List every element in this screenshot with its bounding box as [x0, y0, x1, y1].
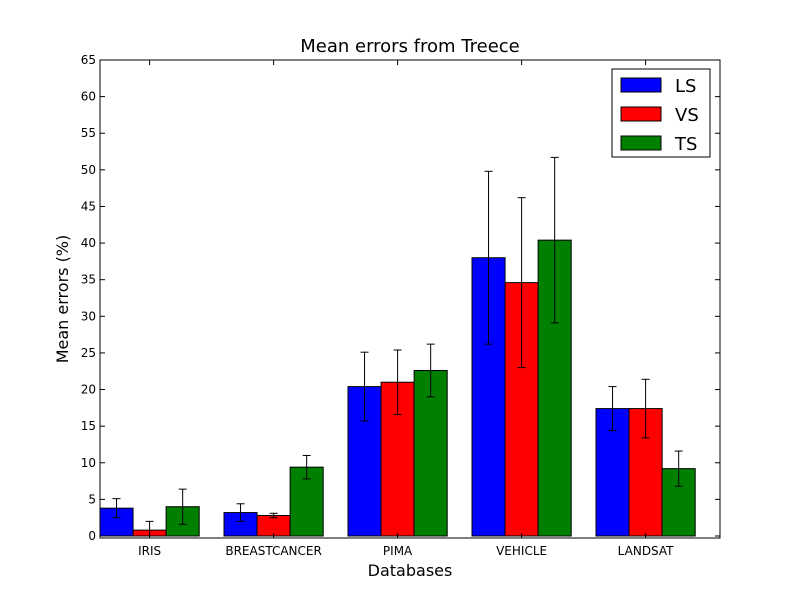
chart-title: Mean errors from Treece	[300, 36, 520, 57]
y-tick-label: 55	[81, 126, 96, 140]
y-tick-label: 45	[81, 199, 96, 213]
x-tick-label: PIMA	[383, 544, 413, 558]
bars-layer	[99, 156, 696, 537]
plot-area-frame	[99, 59, 721, 539]
legend-label-vs: VS	[675, 105, 699, 126]
legend-swatch-vs	[620, 106, 662, 122]
legend: LS VS TS	[611, 68, 711, 158]
y-tick-label: 40	[81, 236, 96, 250]
x-tick-label: VEHICLE	[496, 544, 547, 558]
legend-swatch-ls	[620, 77, 662, 93]
legend-swatch-ts	[620, 135, 662, 151]
bar-vs-breastcancer	[256, 514, 291, 537]
y-tick-label: 15	[81, 419, 96, 433]
x-tick-label: LANDSAT	[618, 544, 675, 558]
x-axis-label: Databases	[368, 561, 453, 580]
y-tick-label: 30	[81, 309, 96, 323]
y-tick-label: 25	[81, 346, 96, 360]
y-tick-label: 20	[81, 383, 96, 397]
x-tick-label: IRIS	[138, 544, 161, 558]
y-tick-label: 10	[81, 456, 96, 470]
y-tick-label: 65	[81, 53, 96, 67]
ticks-layer: 0 5 10 15 20 25 30 35 40 45 50 55 60 65 IRIS BREASTCANC…	[81, 53, 720, 558]
y-tick-label: 60	[81, 90, 96, 104]
y-tick-label: 35	[81, 273, 96, 287]
x-tick-label: BREASTCANCER	[225, 544, 321, 558]
y-axis-label: Mean errors (%)	[53, 235, 72, 364]
legend-label-ls: LS	[675, 76, 696, 97]
y-tick-label: 5	[88, 492, 96, 506]
legend-items: LS VS TS	[620, 76, 699, 155]
legend-label-ts: TS	[674, 134, 697, 155]
y-tick-label: 0	[88, 529, 96, 543]
y-tick-label: 50	[81, 163, 96, 177]
